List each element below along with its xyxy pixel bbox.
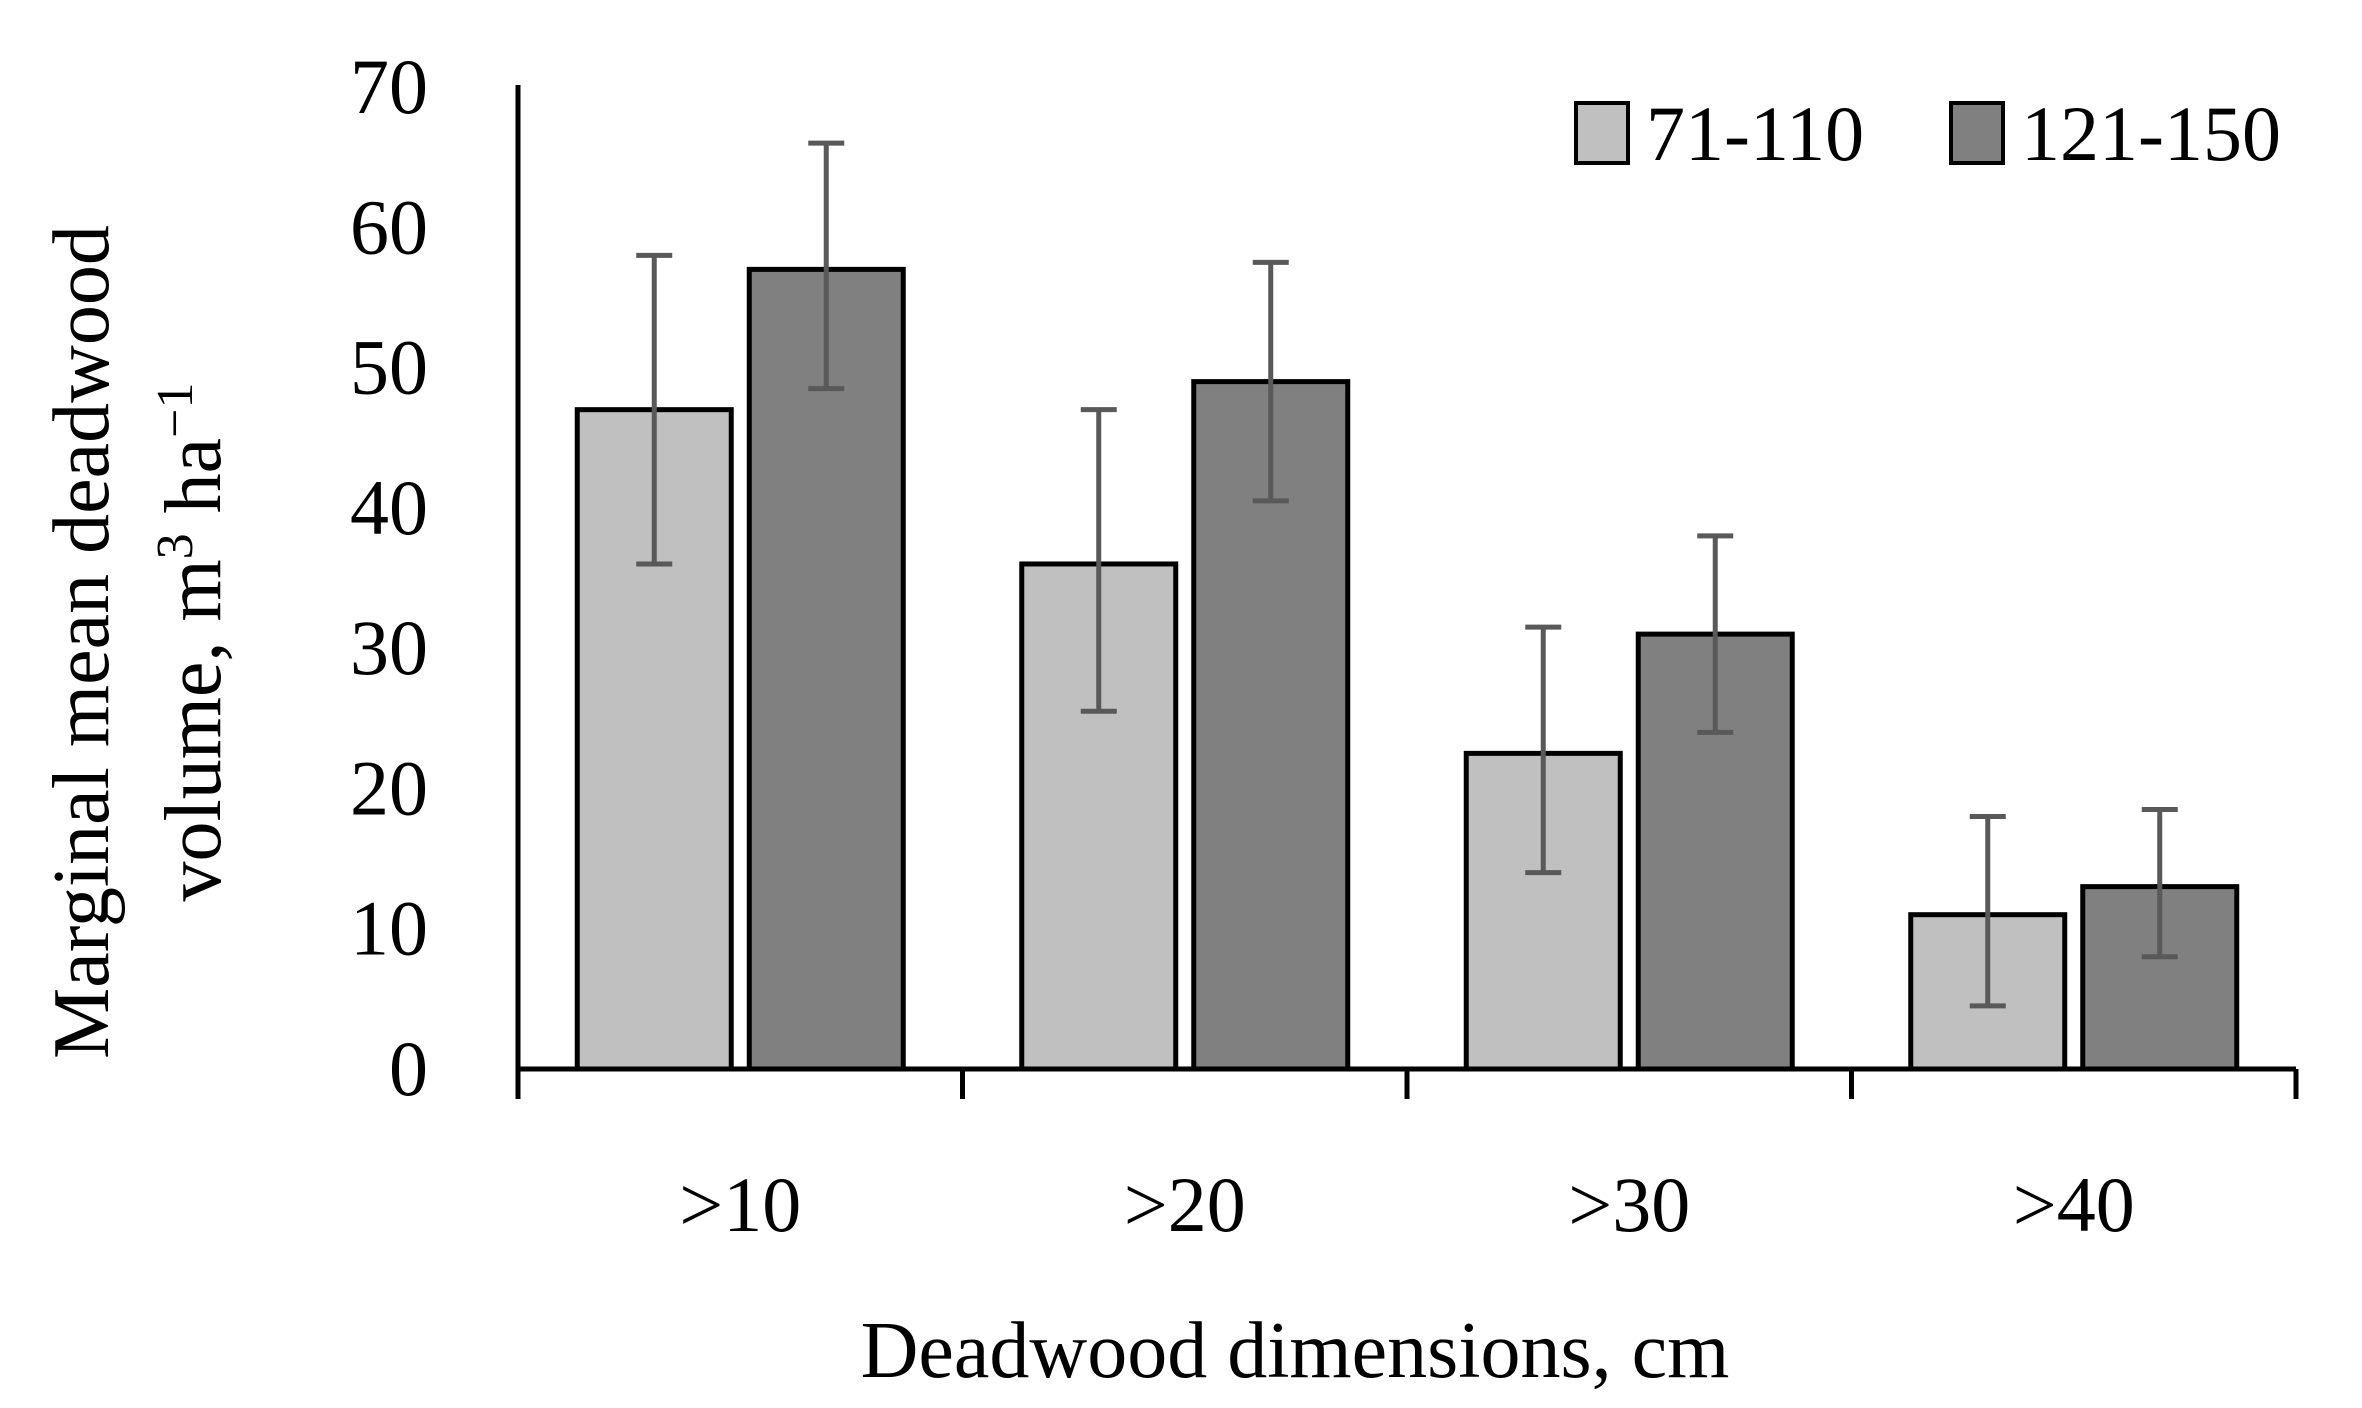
bar-121-150-0 [746,266,906,1072]
y-tick-label-0: 0 [389,1025,428,1112]
y-tick-label-60: 60 [350,183,428,270]
y-axis-title-line2: volume, m3 ha−1 [147,382,239,901]
x-tick-label-0: >10 [679,1161,801,1248]
legend-swatch-71-110 [1574,101,1630,165]
legend: 71-110 121-150 [1574,90,2281,177]
y-tick-label-30: 30 [350,604,428,691]
y-axis-title: Marginal mean deadwood volume, m3 ha−1 [38,225,238,1059]
y-tick-label-50: 50 [350,324,428,411]
y-axis-title-line1: Marginal mean deadwood [38,225,126,1059]
x-tick-label-1: >20 [1124,1161,1246,1248]
y-tick-label-20: 20 [350,744,428,831]
y-axis-title-sup-3: 3 [147,533,204,559]
legend-swatch-121-150 [1949,101,2005,165]
y-axis-title-sup-minus1: −1 [147,382,204,437]
y-tick-label-10: 10 [350,885,428,972]
plot-area: 0 10 20 30 40 50 60 70 >10 >20 >30 >40 [350,43,2299,1248]
y-tick-label-70: 70 [350,43,428,130]
x-tick-label-2: >30 [1568,1161,1690,1248]
x-axis-title: Deadwood dimensions, cm [861,1307,1730,1395]
y-axis-title-ha: ha [150,438,238,534]
y-axis-title-volume: volume, m [150,559,238,901]
legend-label-121-150: 121-150 [2021,90,2281,177]
legend-label-71-110: 71-110 [1646,90,1864,177]
y-tick-label-40: 40 [350,464,428,551]
x-tick-label-3: >40 [2013,1161,2135,1248]
